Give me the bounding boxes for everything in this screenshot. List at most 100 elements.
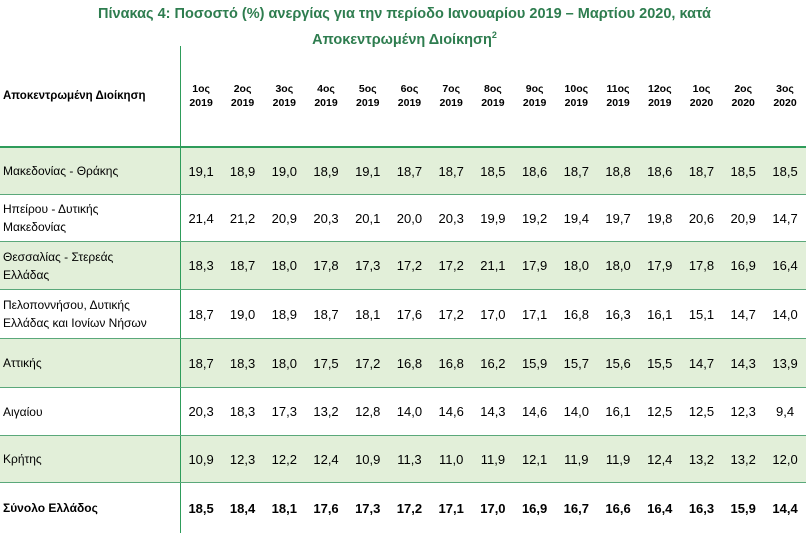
row-label-line: Αττικής — [3, 354, 180, 372]
value-cell: 19,0 — [222, 290, 264, 339]
value-cell: 17,5 — [305, 339, 347, 388]
value-cell: 12,4 — [305, 436, 347, 483]
value-cell: 16,1 — [639, 290, 681, 339]
value-cell: 17,8 — [305, 242, 347, 290]
value-cell: 13,2 — [722, 436, 764, 483]
value-cell: 16,1 — [597, 388, 639, 436]
value-cell: 18,7 — [389, 147, 431, 195]
value-cell: 20,9 — [263, 195, 305, 242]
value-cell: 17,1 — [430, 483, 472, 533]
value-cell: 18,9 — [222, 147, 264, 195]
value-cell: 18,1 — [263, 483, 305, 533]
value-cell: 18,9 — [263, 290, 305, 339]
header-month-label: 5ος — [347, 82, 389, 96]
value-cell: 20,6 — [681, 195, 723, 242]
value-cell: 20,3 — [180, 388, 222, 436]
header-month-label: 12ος — [639, 82, 681, 96]
value-cell: 16,7 — [555, 483, 597, 533]
header-month-label: 2ος — [222, 82, 264, 96]
value-cell: 20,1 — [347, 195, 389, 242]
row-label-line: Μακεδονίας — [3, 218, 180, 236]
header-month-label: 3ος — [764, 82, 806, 96]
value-cell: 14,6 — [430, 388, 472, 436]
value-cell: 17,1 — [514, 290, 556, 339]
row-label-line: Σύνολο Ελλάδος — [3, 499, 180, 517]
value-cell: 17,3 — [347, 483, 389, 533]
header-month-label: 9ος — [514, 82, 556, 96]
value-cell: 20,3 — [305, 195, 347, 242]
header-year-label: 2019 — [555, 96, 597, 110]
value-cell: 18,7 — [222, 242, 264, 290]
value-cell: 20,0 — [389, 195, 431, 242]
value-cell: 14,7 — [764, 195, 806, 242]
value-cell: 15,9 — [722, 483, 764, 533]
value-cell: 18,5 — [180, 483, 222, 533]
value-cell: 18,6 — [639, 147, 681, 195]
value-cell: 21,1 — [472, 242, 514, 290]
row-label-line: Ηπείρου - Δυτικής — [3, 200, 180, 218]
value-cell: 12,0 — [764, 436, 806, 483]
value-cell: 12,3 — [222, 436, 264, 483]
value-cell: 18,7 — [305, 290, 347, 339]
row-label-line: Ελλάδας — [3, 266, 180, 284]
value-cell: 17,9 — [514, 242, 556, 290]
value-cell: 12,1 — [514, 436, 556, 483]
row-label: Αττικής — [0, 339, 180, 388]
value-cell: 15,5 — [639, 339, 681, 388]
value-cell: 19,2 — [514, 195, 556, 242]
value-cell: 12,5 — [639, 388, 681, 436]
value-cell: 13,2 — [305, 388, 347, 436]
value-cell: 14,3 — [722, 339, 764, 388]
value-cell: 9,4 — [764, 388, 806, 436]
value-cell: 14,3 — [472, 388, 514, 436]
header-year-label: 2020 — [764, 96, 806, 110]
value-cell: 17,8 — [681, 242, 723, 290]
value-cell: 18,1 — [347, 290, 389, 339]
value-cell: 18,3 — [222, 339, 264, 388]
header-month-label: 7ος — [430, 82, 472, 96]
row-label-line: Πελοποννήσου, Δυτικής — [3, 296, 180, 314]
value-cell: 18,3 — [180, 242, 222, 290]
value-cell: 17,2 — [389, 483, 431, 533]
value-cell: 14,0 — [389, 388, 431, 436]
header-month-label: 8ος — [472, 82, 514, 96]
value-cell: 18,9 — [305, 147, 347, 195]
value-cell: 19,7 — [597, 195, 639, 242]
value-cell: 21,2 — [222, 195, 264, 242]
header-year-label: 2019 — [597, 96, 639, 110]
header-month-label: 10ος — [555, 82, 597, 96]
value-cell: 17,0 — [472, 483, 514, 533]
value-cell: 18,7 — [180, 339, 222, 388]
header-year-label: 2019 — [222, 96, 264, 110]
value-cell: 12,3 — [722, 388, 764, 436]
value-cell: 18,7 — [180, 290, 222, 339]
value-cell: 19,9 — [472, 195, 514, 242]
value-cell: 14,0 — [764, 290, 806, 339]
row-label-line: Αιγαίου — [3, 403, 180, 421]
header-month-label: 3ος — [263, 82, 305, 96]
value-cell: 17,3 — [263, 388, 305, 436]
value-cell: 18,0 — [597, 242, 639, 290]
value-cell: 11,9 — [472, 436, 514, 483]
row-label: Μακεδονίας - Θράκης — [0, 147, 180, 195]
value-cell: 18,8 — [597, 147, 639, 195]
header-month-label: 11ος — [597, 82, 639, 96]
